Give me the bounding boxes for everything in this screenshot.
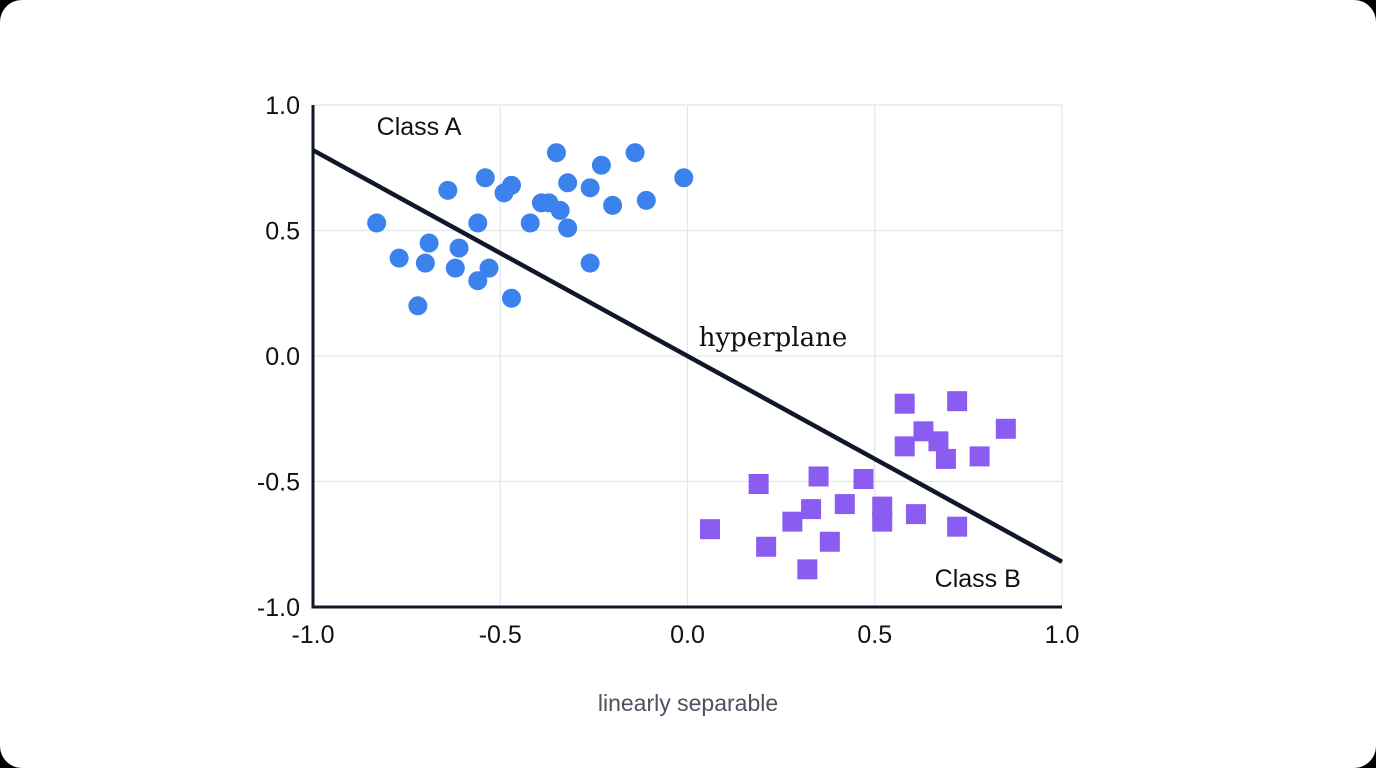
class-b-point [699, 519, 720, 540]
class-a-point [501, 175, 521, 195]
x-tick-label: -1.0 [291, 621, 334, 649]
class-a-point [550, 200, 570, 220]
class-b-point [834, 494, 855, 515]
class-a-point [520, 213, 540, 233]
hyperplane-line [311, 148, 1064, 564]
y-tick-label: 1.0 [265, 92, 300, 120]
annotation-hyperplane: hyperplane [699, 323, 847, 353]
annotation-class-b: Class B [935, 565, 1021, 593]
x-tick-label: 0.0 [670, 621, 705, 649]
class-a-point [674, 168, 694, 188]
class-b-point [935, 448, 956, 469]
class-a-point [449, 238, 469, 258]
annotation-class-a: Class A [377, 113, 462, 141]
class-a-point [408, 296, 428, 316]
x-tick-label: 1.0 [1045, 621, 1080, 649]
class-a-point [419, 233, 439, 253]
y-tick-label: -0.5 [257, 469, 300, 497]
class-b-point [894, 436, 915, 457]
class-b-point [947, 391, 968, 412]
y-tick-label: 0.0 [265, 343, 300, 371]
y-tick-label: -1.0 [257, 594, 300, 622]
class-a-point [636, 190, 656, 210]
class-b-point [748, 474, 769, 495]
class-a-point [501, 288, 521, 308]
class-b-point [808, 466, 829, 487]
class-a-point [558, 218, 578, 238]
class-a-point [479, 258, 499, 278]
class-b-point [756, 536, 777, 557]
class-a-point [468, 271, 488, 291]
class-b-point [894, 393, 915, 414]
class-a-point [475, 168, 495, 188]
class-b-point [995, 418, 1016, 439]
class-b-point [905, 504, 926, 525]
class-a-point [558, 173, 578, 193]
class-b-point [853, 468, 874, 489]
class-b-point [797, 559, 818, 580]
class-a-point [625, 143, 645, 163]
class-a-point [438, 180, 458, 200]
class-a-point [580, 178, 600, 198]
class-b-point [928, 431, 949, 452]
x-tick-label: 0.5 [857, 621, 892, 649]
class-b-point [872, 496, 893, 517]
class-a-point [367, 213, 387, 233]
class-b-point [969, 446, 990, 467]
class-a-point [389, 248, 409, 268]
class-b-point [801, 499, 822, 520]
x-axis-label: linearly separable [598, 690, 778, 716]
class-b-point [947, 516, 968, 537]
class-a-point [415, 253, 435, 273]
class-b-point [819, 531, 840, 552]
class-a-point [445, 258, 465, 278]
class-b-point [872, 511, 893, 532]
class-a-point [546, 143, 566, 163]
y-tick-label: 0.5 [265, 218, 300, 246]
class-a-point [468, 213, 488, 233]
class-a-point [603, 195, 623, 215]
x-tick-label: -0.5 [479, 621, 522, 649]
class-a-point [580, 253, 600, 273]
class-a-point [591, 155, 611, 175]
class-b-point [782, 511, 803, 532]
